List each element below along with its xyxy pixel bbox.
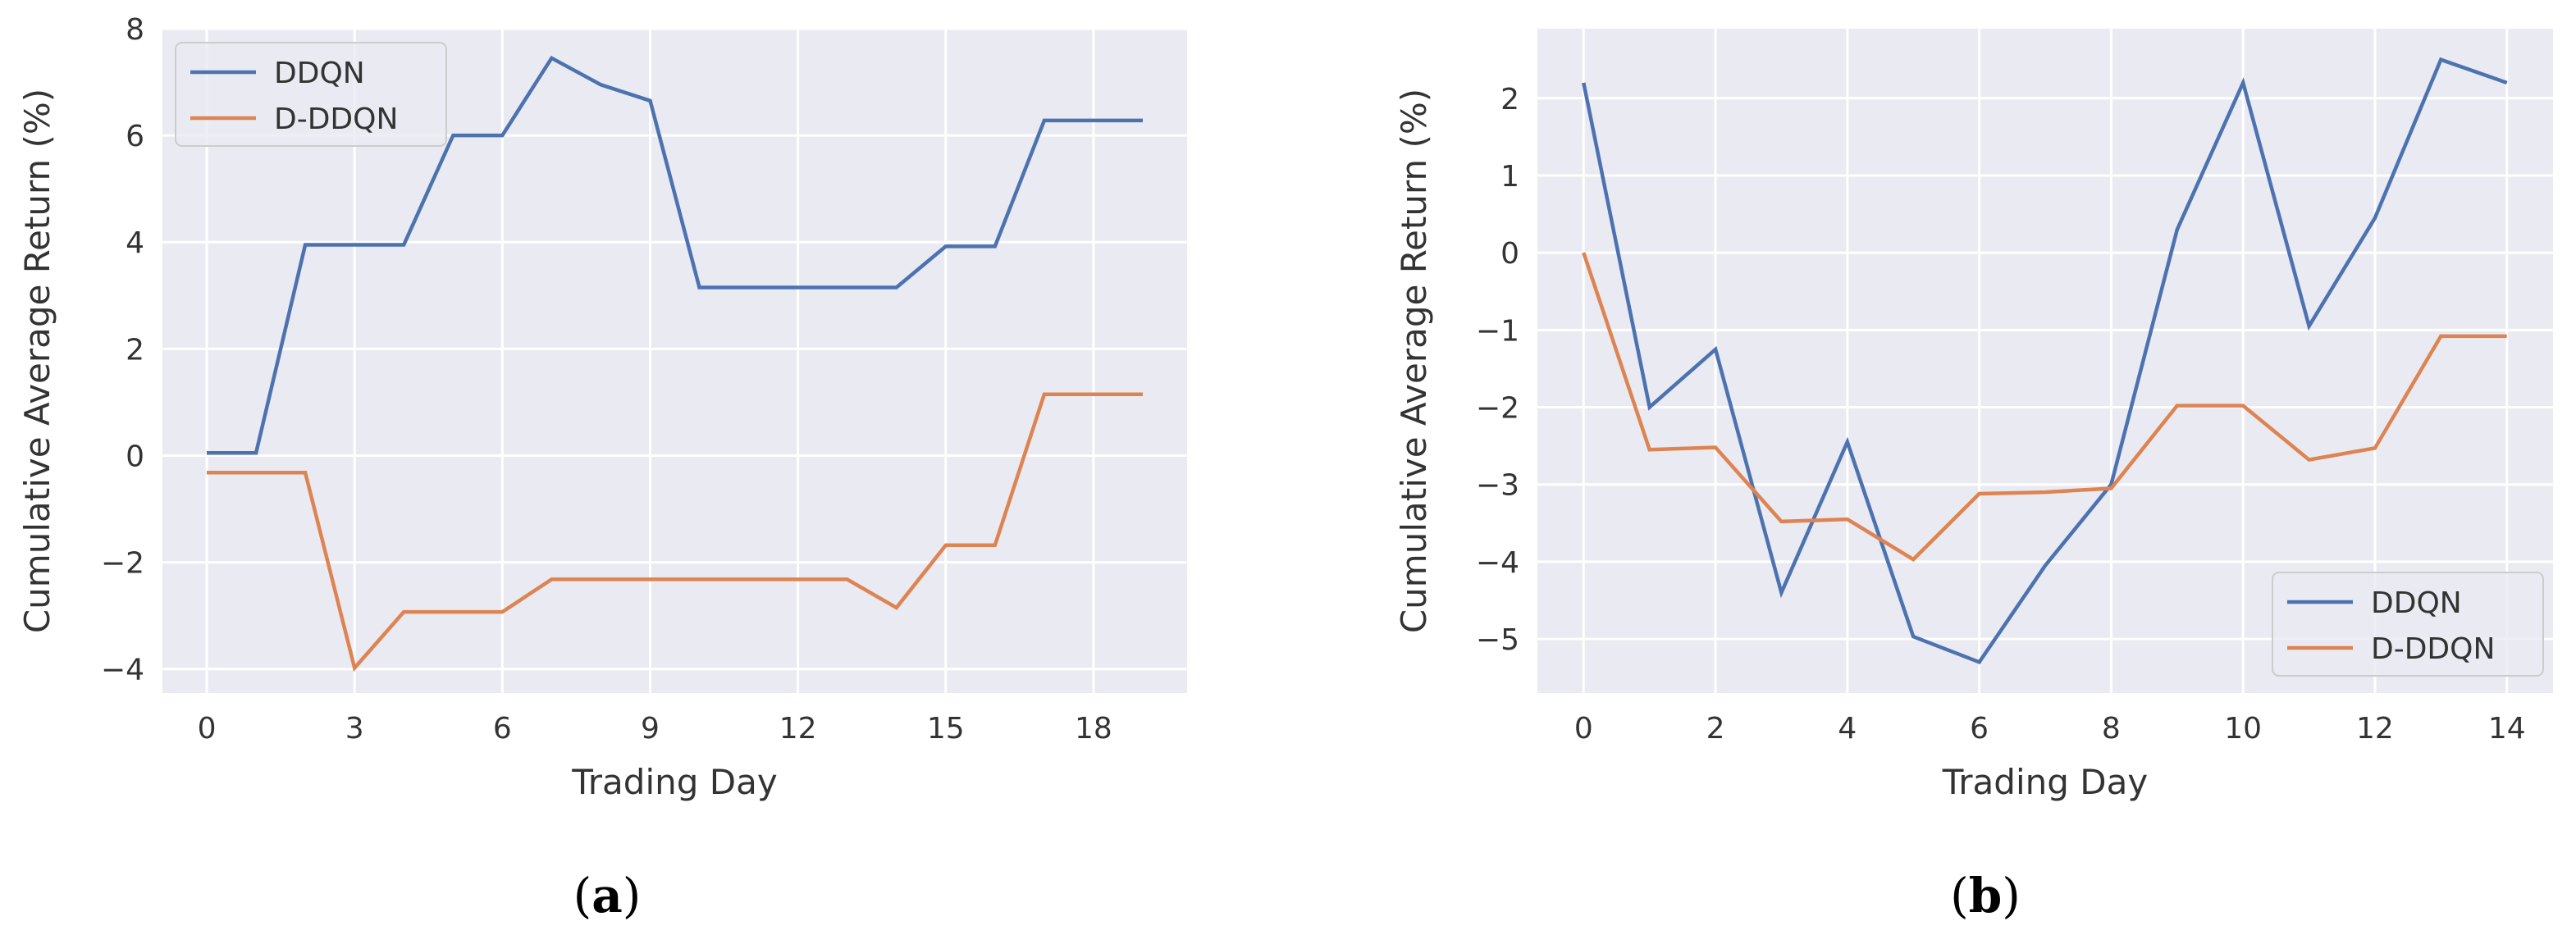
y-tick-label: −4 xyxy=(1476,546,1519,580)
caption-a-letter: a xyxy=(591,868,623,923)
y-tick-labels: −5 −4 −3 −2 −1 0 1 2 xyxy=(1476,83,1519,657)
legend: DDQN D-DDQN xyxy=(2272,572,2544,677)
x-tick-labels: 0 3 6 9 12 15 18 xyxy=(198,712,1112,746)
series-line-d-ddqn xyxy=(207,392,1143,673)
y-tick-label: −2 xyxy=(1476,392,1519,426)
x-axis-label: Trading Day xyxy=(1942,762,2148,802)
y-tick-label: 4 xyxy=(126,226,144,260)
y-axis-label: Cumulative Average Return (%) xyxy=(17,89,57,633)
y-tick-label: −4 xyxy=(101,654,144,687)
y-axis-label: Cumulative Average Return (%) xyxy=(1394,89,1434,633)
x-tick-label: 6 xyxy=(493,712,512,746)
legend-box xyxy=(175,42,447,147)
legend-label-d-ddqn: D-DDQN xyxy=(2371,632,2495,666)
x-tick-label: 9 xyxy=(641,712,660,746)
y-tick-label: 0 xyxy=(1500,237,1519,271)
y-tick-label: −5 xyxy=(1476,623,1519,657)
x-tick-label: 0 xyxy=(1574,712,1593,746)
x-tick-label: 12 xyxy=(779,712,817,746)
caption-b: (b) xyxy=(1903,868,2067,923)
gridlines xyxy=(162,27,1187,693)
x-tick-label: 6 xyxy=(1970,712,1989,746)
y-tick-label: −2 xyxy=(101,547,144,581)
x-tick-label: 18 xyxy=(1075,712,1112,746)
series-line-ddqn xyxy=(207,55,1143,455)
x-tick-label: 10 xyxy=(2224,712,2262,746)
legend-label-ddqn: DDQN xyxy=(2371,586,2462,620)
x-tick-label: 4 xyxy=(1838,712,1857,746)
x-tick-labels: 0 2 4 6 8 10 12 14 xyxy=(1574,712,2526,746)
series-line-d-ddqn xyxy=(1582,252,2507,562)
caption-a-close: ) xyxy=(622,868,642,923)
y-tick-label: 0 xyxy=(126,440,144,473)
legend: DDQN D-DDQN xyxy=(175,42,447,147)
y-tick-label: 8 xyxy=(126,13,144,47)
x-axis-label: Trading Day xyxy=(571,762,777,802)
y-tick-label: 2 xyxy=(126,333,144,367)
y-tick-label: −1 xyxy=(1476,314,1519,348)
caption-b-close: ) xyxy=(2002,868,2021,923)
caption-a: (a) xyxy=(525,868,689,923)
x-tick-label: 15 xyxy=(927,712,965,746)
x-tick-label: 3 xyxy=(345,712,364,746)
x-tick-label: 14 xyxy=(2488,712,2526,746)
caption-b-open: ( xyxy=(1950,868,1969,923)
caption-a-open: ( xyxy=(573,868,592,923)
y-tick-label: −3 xyxy=(1476,469,1519,503)
y-tick-label: 6 xyxy=(126,120,144,153)
legend-label-d-ddqn: D-DDQN xyxy=(274,103,398,136)
legend-box xyxy=(2272,572,2544,677)
x-tick-label: 2 xyxy=(1706,712,1725,746)
caption-b-letter: b xyxy=(1968,868,2003,923)
x-tick-label: 8 xyxy=(2102,712,2121,746)
chart-a: 0 3 6 9 12 15 18 −4 −2 0 2 4 6 8 Trading Day Cumulative… xyxy=(17,13,1187,802)
legend-label-ddqn: DDQN xyxy=(274,57,365,90)
x-tick-label: 0 xyxy=(198,712,217,746)
y-tick-label: 1 xyxy=(1500,160,1519,194)
y-tick-label: 2 xyxy=(1500,83,1519,116)
gridlines xyxy=(1537,29,2553,693)
series-line-ddqn xyxy=(1582,57,2508,665)
y-tick-labels: −4 −2 0 2 4 6 8 xyxy=(101,13,144,687)
x-tick-label: 12 xyxy=(2356,712,2394,746)
